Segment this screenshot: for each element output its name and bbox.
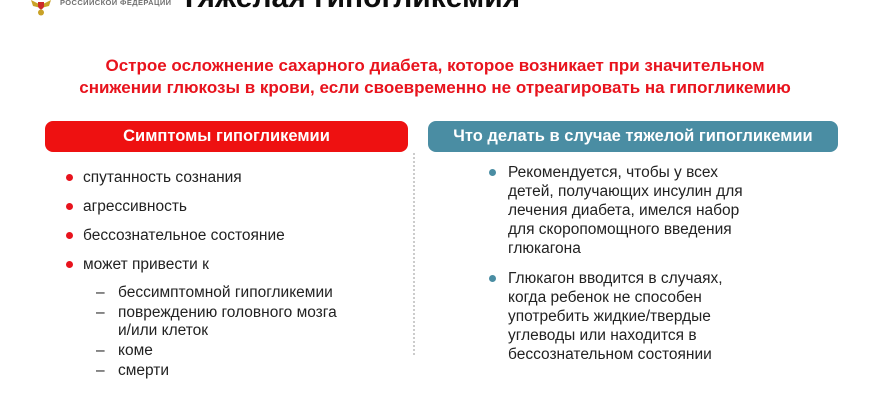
dash-marker: – [96, 342, 105, 359]
page-title: Тяжелая гипогликемия [175, 0, 525, 15]
dash-marker: – [96, 284, 105, 301]
sublist-item: – коме [45, 342, 410, 360]
left-panel-header: Симптомы гипогликемии [45, 121, 408, 152]
bullet-icon [489, 169, 496, 176]
list-item: Рекомендуется, чтобы у всех детей, получ… [470, 163, 800, 258]
symptoms-list: спутанность сознания агрессивность бессо… [45, 168, 410, 382]
actions-list: Рекомендуется, чтобы у всех детей, получ… [470, 163, 800, 375]
dash-marker: – [96, 304, 105, 321]
column-divider [413, 153, 415, 355]
sublist-item-label: смерти [118, 362, 170, 379]
sublist-item-label: повреждению головного мозга и/или клеток [118, 304, 337, 339]
bullet-icon [66, 174, 73, 181]
bullet-icon [66, 203, 73, 210]
bullet-icon [489, 275, 496, 282]
right-panel-header: Что делать в случае тяжелой гипогликемии [428, 121, 838, 152]
list-item-label: агрессивность [83, 198, 188, 215]
dash-marker: – [96, 362, 105, 379]
coat-of-arms-icon [31, 0, 51, 16]
list-item: спутанность сознания [45, 168, 410, 187]
intro-text: Острое осложнение сахарного диабета, кот… [79, 56, 791, 97]
bullet-icon [66, 261, 73, 268]
list-item-label: Рекомендуется, чтобы у всех детей, получ… [508, 164, 743, 257]
list-item-label: может привести к [83, 256, 209, 273]
list-item: бессознательное состояние [45, 226, 410, 245]
sublist-item-label: коме [118, 342, 153, 359]
symptoms-sublist: – бессимптомной гипогликемии – поврежден… [45, 284, 410, 380]
list-item-label: спутанность сознания [83, 169, 242, 186]
bullet-icon [66, 232, 73, 239]
list-item-label: бессознательное состояние [83, 227, 285, 244]
sublist-item-label: бессимптомной гипогликемии [118, 284, 333, 301]
sublist-item: – повреждению головного мозга и/или клет… [45, 304, 410, 340]
sublist-item: – смерти [45, 362, 410, 380]
logo-org-line: РОССИЙСКОЙ ФЕДЕРАЦИИ [60, 0, 172, 7]
list-item: агрессивность [45, 197, 410, 216]
list-item: Глюкагон вводится в случаях, когда ребен… [470, 269, 800, 364]
list-item-label: Глюкагон вводится в случаях, когда ребен… [508, 270, 723, 363]
sublist-item: – бессимптомной гипогликемии [45, 284, 410, 302]
list-item: может привести к [45, 255, 410, 274]
